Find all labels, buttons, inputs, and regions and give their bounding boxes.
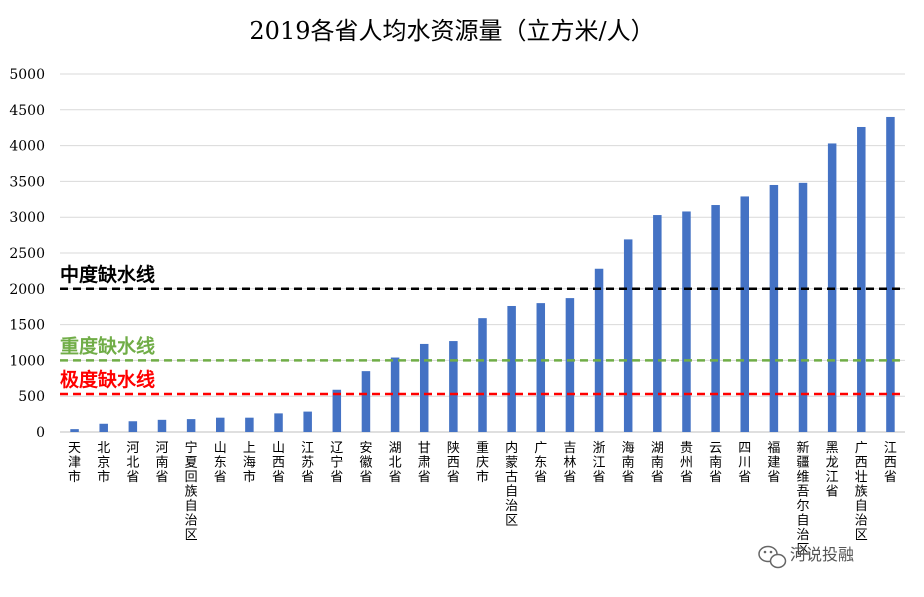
x-tick-label: 吉林省: [563, 441, 576, 485]
chart-title: 2019各省人均水资源量（立方米/人）: [249, 17, 654, 45]
reference-line-label: 中度缺水线: [60, 263, 155, 286]
x-tick-label: 福建省: [767, 441, 780, 485]
x-tick-label: 上海市: [243, 441, 256, 485]
bar: [157, 419, 167, 432]
x-tick-label: 贵州省: [680, 441, 693, 485]
bar: [449, 341, 458, 432]
reference-line-label: 重度缺水线: [60, 334, 155, 357]
bar: [478, 318, 487, 432]
bar: [536, 303, 546, 432]
x-tick-label: 陕西省: [447, 441, 460, 485]
bar: [274, 413, 283, 432]
x-tick-label: 新疆维吾尔自治区: [797, 440, 810, 558]
bar: [303, 411, 312, 432]
x-tick-label: 安徽省: [359, 441, 372, 485]
watermark: 河说投融: [758, 545, 854, 569]
bar: [245, 417, 254, 432]
bar: [361, 371, 371, 432]
bar: [419, 343, 429, 432]
x-tick-label: 浙江省: [593, 441, 606, 485]
y-tick-label: 1000: [9, 353, 45, 369]
bar: [507, 305, 516, 432]
x-tick-label: 天津市: [68, 441, 81, 485]
bar: [70, 429, 79, 432]
bar: [332, 389, 342, 432]
x-tick-label: 湖北省: [389, 441, 402, 485]
x-tick-label: 四川省: [738, 441, 751, 485]
bar: [128, 421, 138, 432]
x-tick-label: 重庆市: [476, 440, 489, 485]
y-tick-label: 0: [36, 425, 45, 441]
x-tick-label: 江西省: [884, 441, 897, 485]
y-tick-label: 4000: [9, 139, 45, 155]
bar: [653, 215, 662, 432]
y-tick-label: 5000: [9, 67, 45, 83]
bar: [711, 205, 720, 432]
y-tick-label: 2500: [9, 246, 45, 262]
bar: [682, 211, 691, 432]
x-tick-label: 宁夏回族自治区: [185, 440, 198, 543]
x-tick-label: 河北省: [126, 441, 139, 485]
x-tick-label: 山东省: [214, 441, 227, 485]
bar: [886, 116, 895, 433]
x-tick-label: 广西壮族自治区: [855, 441, 868, 543]
x-tick-label: 广东省: [534, 441, 547, 485]
x-tick-label: 河南省: [155, 441, 168, 485]
bar: [99, 423, 108, 432]
y-axis-ticks: 0 500 1000 1500 2000 2500 3000 3500 4000 4500 5000: [9, 67, 45, 441]
x-tick-label: 海南省: [622, 441, 635, 485]
x-tick-label: 山西省: [272, 441, 285, 485]
x-tick-label: 辽宁省: [330, 441, 343, 485]
wechat-icon: [758, 545, 787, 569]
x-tick-label: 云南省: [709, 441, 722, 485]
y-tick-label: 2000: [9, 282, 45, 298]
x-tick-label: 黑龙江省: [826, 441, 839, 500]
y-tick-label: 500: [18, 389, 45, 405]
bar: [216, 417, 225, 432]
bar: [740, 196, 749, 432]
x-axis-ticks: 天津市 北京市 河北省 河南省 宁夏回族自治区 山东省 上海市 山西省 江苏省 辽宁省 安徽省 湖北省…: [68, 440, 897, 558]
x-tick-label: 湖南省: [651, 441, 664, 485]
bar: [390, 357, 400, 432]
y-tick-label: 1500: [9, 318, 45, 334]
x-tick-label: 北京市: [97, 441, 110, 485]
bar: [623, 239, 633, 432]
y-tick-label: 3000: [9, 210, 45, 226]
bar: [186, 419, 196, 432]
bar: [769, 184, 779, 432]
x-tick-label: 江苏省: [301, 441, 314, 485]
bars: [70, 116, 895, 433]
y-tick-label: 4500: [9, 103, 45, 119]
bar: [594, 268, 604, 432]
reference-line-label: 极度缺水线: [60, 368, 155, 391]
watermark-text: 河说投融: [790, 545, 854, 564]
bar: [857, 126, 866, 432]
bar: [798, 182, 808, 432]
x-tick-label: 甘肃省: [418, 441, 431, 485]
x-tick-label: 内蒙古自治区: [505, 440, 518, 529]
y-tick-label: 3500: [9, 174, 45, 190]
bar: [565, 298, 575, 432]
